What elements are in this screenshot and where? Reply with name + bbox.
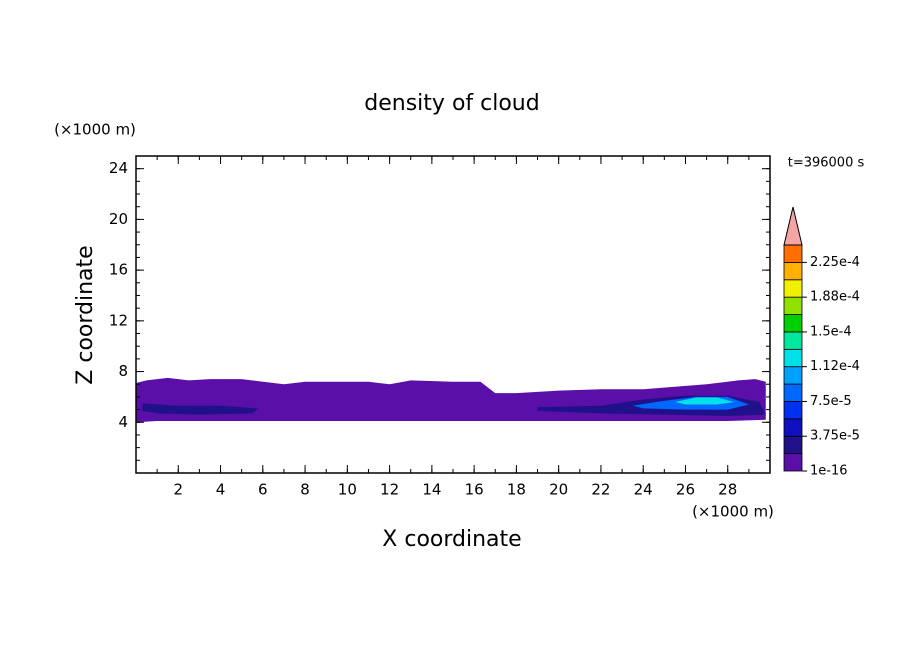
colorbar-band [783,401,803,420]
x-axis-label: X coordinate [382,527,521,552]
colorbar-band [783,296,803,315]
time-annotation: t=396000 s [788,156,865,171]
y-axis-label: Z coordinate [73,245,98,384]
colorbar-band [783,261,803,281]
colorbar-tick-label: 1e-16 [810,464,848,479]
colorbar-band [783,331,803,350]
colorbar-tick-label: 2.25e-4 [810,255,860,270]
chart-title: density of cloud [364,91,539,116]
colorbar-band [783,453,803,472]
colorbar-tick-label: 7.5e-5 [810,394,852,409]
colorbar-tick-label: 1.12e-4 [810,359,860,374]
y-unit: (×1000 m) [54,121,136,139]
colorbar-band [783,279,803,298]
colorbar-band [783,435,803,455]
x-tick-label: 26 [676,481,695,499]
y-tick-label: 4 [118,413,128,431]
x-tick-label: 10 [338,481,357,499]
x-tick-label: 18 [507,481,526,499]
x-tick-label: 28 [718,481,737,499]
x-tick-label: 4 [216,481,226,499]
colorbar-tick-label: 1.5e-4 [810,324,852,339]
colorbar-band [783,418,803,437]
x-tick-label: 16 [465,481,484,499]
y-tick-label: 24 [109,159,128,177]
y-tick-label: 20 [109,210,128,228]
x-tick-label: 22 [591,481,610,499]
x-tick-label: 14 [422,481,441,499]
colorbar-band [783,348,803,368]
x-tick-label: 6 [258,481,268,499]
x-tick-label: 2 [173,481,183,499]
colorbar-tick-label: 3.75e-5 [810,429,860,444]
y-tick-label: 16 [109,261,128,279]
colorbar-band [783,314,803,333]
x-unit: (×1000 m) [692,503,774,521]
colorbar-band [783,244,803,263]
contour-region [142,403,259,415]
colorbar-tick-label: 1.88e-4 [810,290,860,305]
colorbar-band [783,383,803,402]
contour-region [674,397,735,405]
x-tick-label: 24 [634,481,653,499]
colorbar-band [783,366,803,385]
x-tick-label: 12 [380,481,399,499]
x-tick-label: 8 [300,481,310,499]
x-tick-label: 20 [549,481,568,499]
y-tick-label: 8 [118,362,128,380]
y-tick-label: 12 [109,311,128,329]
colorbar-extension [783,206,803,246]
